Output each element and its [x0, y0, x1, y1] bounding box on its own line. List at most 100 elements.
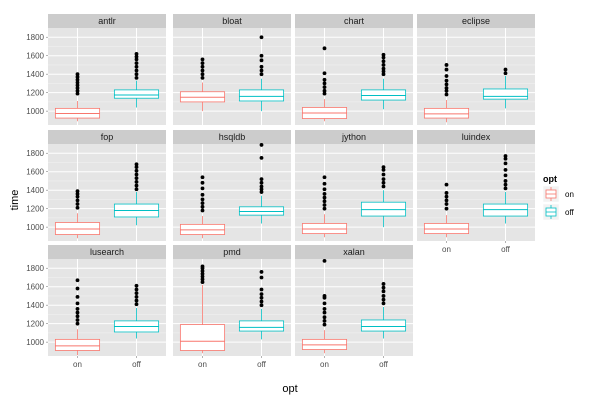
- y-tick-label: 1800: [26, 264, 44, 273]
- outlier-point: [444, 67, 449, 72]
- outlier-point: [322, 203, 327, 207]
- box-on: [54, 189, 101, 239]
- outlier-point: [200, 201, 205, 206]
- facet-strip: [295, 14, 413, 28]
- outlier-point: [444, 82, 449, 87]
- x-tick-label: on: [442, 245, 451, 254]
- outlier-point: [381, 167, 386, 172]
- y-tick-label: 1200: [26, 320, 44, 329]
- outlier-point: [322, 258, 327, 263]
- outlier-point: [75, 77, 80, 82]
- x-tick-label: on: [73, 360, 82, 369]
- outlier-point: [444, 182, 449, 187]
- outlier-point: [75, 91, 80, 96]
- outlier-point: [75, 83, 80, 88]
- facet-strip: [417, 14, 535, 28]
- outlier-point: [134, 302, 139, 307]
- outlier-point: [200, 180, 205, 185]
- box-iqr: [54, 338, 101, 351]
- box-off: [113, 51, 160, 108]
- outlier-point: [75, 301, 80, 306]
- outlier-point: [134, 68, 139, 73]
- x-tick-label: off: [132, 360, 142, 369]
- box-on: [301, 46, 348, 122]
- outlier-point: [381, 184, 386, 189]
- outlier-point: [444, 88, 449, 93]
- legend: opt on off: [542, 174, 575, 221]
- facet-strip-label: hsqldb: [219, 132, 246, 142]
- outlier-point: [200, 280, 205, 284]
- box-iqr: [179, 324, 226, 351]
- outlier-point: [503, 179, 508, 183]
- outlier-point: [381, 282, 386, 286]
- box-iqr: [360, 319, 407, 332]
- y-tick-label: 1600: [26, 283, 44, 292]
- box-off: [113, 283, 160, 339]
- y-tick-label: 1400: [26, 186, 44, 195]
- outlier-point: [259, 303, 264, 308]
- outlier-point: [259, 177, 264, 182]
- facet-strip-label: lusearch: [90, 247, 124, 257]
- outlier-point: [259, 53, 264, 58]
- outlier-point: [322, 206, 327, 211]
- y-tick-label: 1400: [26, 70, 44, 79]
- outlier-point: [322, 191, 327, 196]
- outlier-point: [200, 192, 205, 197]
- outlier-point: [134, 287, 139, 292]
- outlier-point: [134, 165, 139, 169]
- facet-panel-lusearch: lusearch 1000 1200 1400 1600 1800 on off: [26, 245, 166, 369]
- facet-strip-label: antlr: [98, 16, 116, 26]
- outlier-point: [322, 322, 327, 327]
- y-tick-label: 1200: [26, 89, 44, 98]
- facet-strip-label: eclipse: [462, 16, 490, 26]
- outlier-point: [75, 189, 80, 194]
- outlier-point: [75, 202, 80, 206]
- outlier-point: [322, 306, 327, 311]
- outlier-point: [259, 270, 264, 274]
- outlier-point: [381, 294, 386, 298]
- outlier-point: [75, 88, 80, 93]
- outlier-point: [381, 180, 386, 185]
- outlier-point: [75, 198, 80, 203]
- box-on: [301, 258, 348, 354]
- outlier-point: [200, 208, 205, 213]
- outlier-point: [200, 57, 205, 62]
- box-off: [238, 35, 285, 112]
- y-tick-label: 1000: [26, 107, 44, 116]
- outlier-point: [259, 287, 264, 292]
- outlier-point: [134, 176, 139, 181]
- y-tick-label: 1200: [26, 205, 44, 214]
- facet-strip-label: bloat: [222, 16, 242, 26]
- box-on: [301, 175, 348, 238]
- outlier-point: [200, 269, 205, 273]
- outlier-point: [322, 77, 327, 82]
- outlier-point: [381, 301, 386, 306]
- facet-strip: [173, 14, 291, 28]
- outlier-point: [322, 310, 327, 315]
- facet-strip: [48, 14, 166, 28]
- box-on: [423, 63, 470, 123]
- x-tick-label: off: [501, 245, 511, 254]
- outlier-point: [444, 78, 449, 83]
- outlier-point: [381, 63, 386, 67]
- x-tick-label: off: [379, 360, 389, 369]
- box-off: [360, 52, 407, 110]
- facet-panel-hsqldb: hsqldb: [173, 130, 291, 241]
- y-tick-label: 1600: [26, 168, 44, 177]
- outlier-point: [259, 187, 264, 192]
- outlier-point: [503, 167, 508, 172]
- outlier-point: [134, 54, 139, 59]
- outlier-point: [259, 295, 264, 300]
- outlier-point: [259, 35, 264, 40]
- x-tick-label: off: [257, 360, 267, 369]
- outlier-point: [322, 318, 327, 323]
- outlier-point: [444, 92, 449, 97]
- outlier-point: [75, 75, 80, 79]
- outlier-point: [381, 72, 386, 77]
- box-off: [360, 282, 407, 339]
- outlier-point: [503, 156, 508, 161]
- outlier-point: [322, 195, 327, 200]
- outlier-point: [381, 59, 386, 64]
- outlier-point: [75, 318, 80, 322]
- outlier-point: [134, 61, 139, 66]
